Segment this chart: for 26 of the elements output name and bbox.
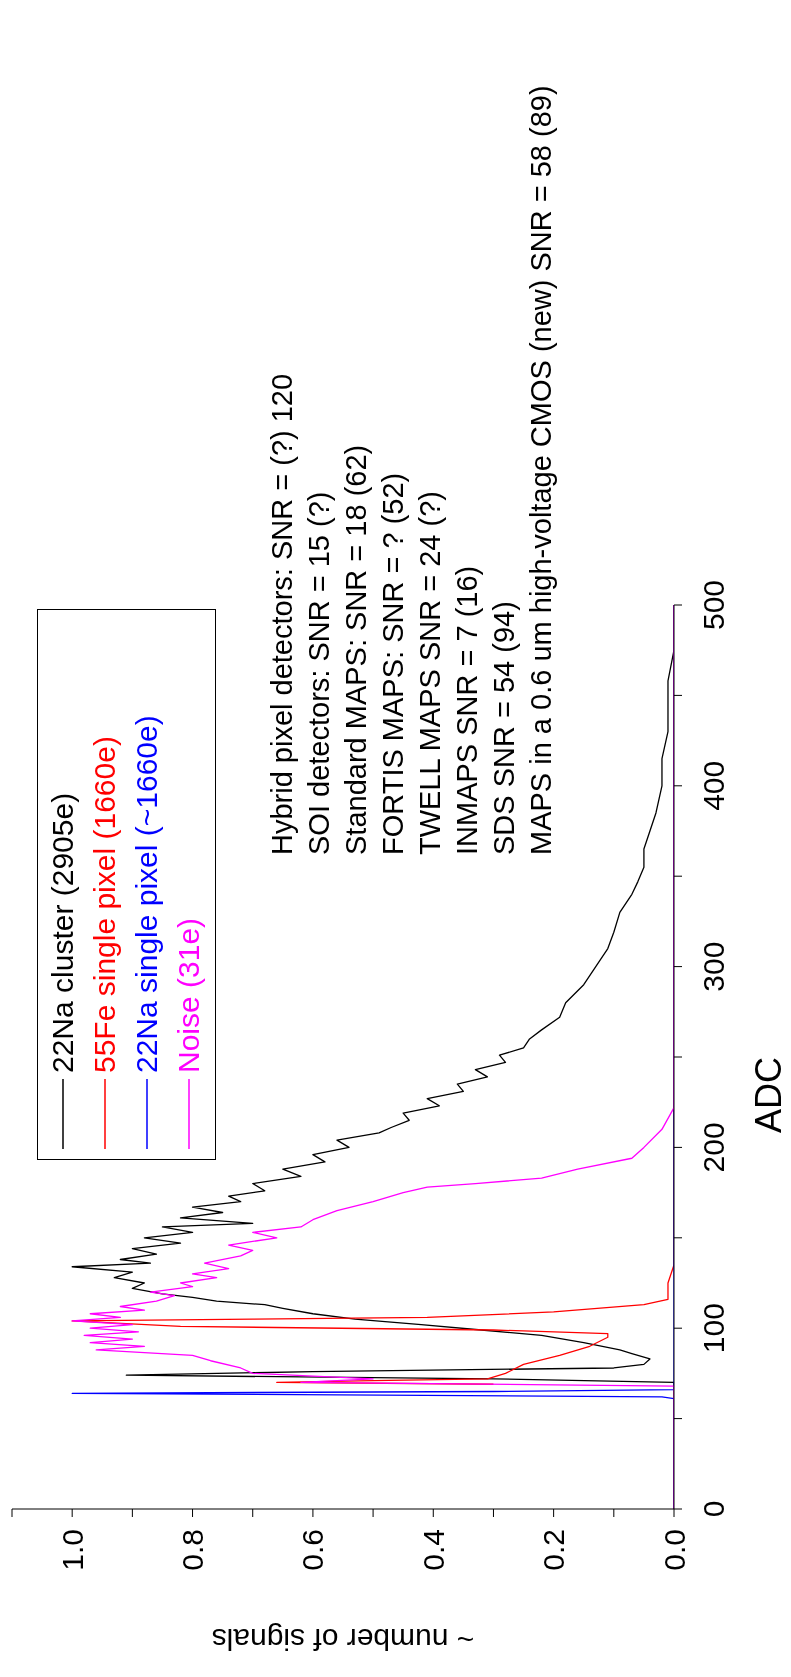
annotation: Hybrid pixel detectors: SNR = (?) 120 [265,372,299,855]
annotation: Standard MAPS: SNR = 18 (62) [339,443,373,855]
x-tick-label: 0.2 [537,1529,571,1571]
y2-tick-label: 500 [697,579,730,631]
text: 22Na cluster (2905e) [46,792,80,1073]
x-tick-label: 0.4 [416,1529,450,1571]
x-tick-label: 0.8 [176,1529,210,1571]
text: 22Na single pixel (~1660e) [130,715,164,1073]
annotation: SDS SNR = 54 (94) [487,600,521,855]
y2-axis-title: ADC [747,1057,789,1134]
x-tick-label: 1.0 [55,1529,89,1571]
y2-tick-label: 0 [697,1500,730,1518]
text: 55Fe single pixel (1660e) [88,736,122,1073]
x-tick-label: 0.0 [657,1529,691,1571]
y2-tick-label: 100 [697,1303,730,1354]
annotation: INMAPS SNR = 7 (16) [450,564,484,855]
annotation: TWELL MAPS SNR = 24 (?) [413,490,447,855]
annotation: FORTIS MAPS: SNR = ? (52) [376,471,410,855]
y2-tick-label: 300 [697,941,730,992]
y2-tick-label: 200 [697,1122,730,1173]
x-tick-label: 0.6 [296,1529,330,1571]
x-axis-title: ~ number of signals [211,1623,475,1656]
annotation: MAPS in a 0.6 um high-voltage CMOS (new) SNR = 58 (89) [524,85,558,855]
y2-tick-label: 400 [697,760,730,811]
annotation: SOI detectors: SNR = 15 (?) [302,490,336,855]
text: Noise (31e) [172,917,206,1073]
